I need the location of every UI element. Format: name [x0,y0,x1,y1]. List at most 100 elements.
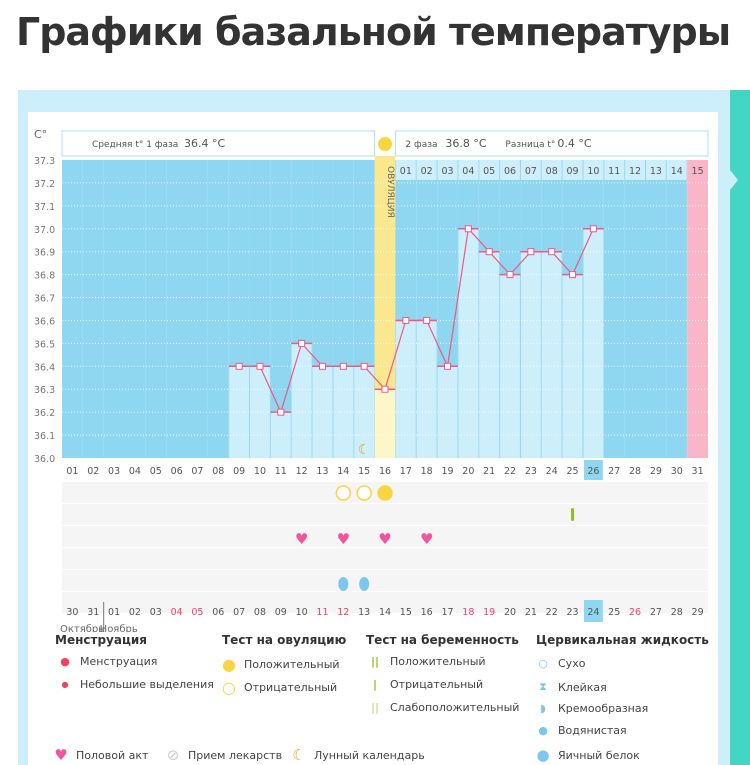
cycle-day: 29 [650,466,662,477]
calendar-date: 26 [629,607,641,618]
half-drop-icon: ◗ [540,702,546,715]
luteal-day: 03 [441,166,453,177]
luteal-day-cell [395,160,416,180]
luteal-day-cell [500,160,520,180]
cycle-day: 01 [66,466,78,477]
cycle-day: 19 [441,466,453,477]
day-column [207,160,229,458]
cycle-day: 26 [587,466,599,477]
legend-label: Лунный календарь [314,748,425,762]
luteal-day: 09 [567,166,579,177]
phase2-value: 36.8 °C [445,137,486,150]
day-column [166,160,188,458]
ovulation-bar [374,389,396,458]
temp-point [318,362,326,370]
cycle-day: 30 [671,466,683,477]
luteal-day-cell [479,160,500,180]
calendar-date: 28 [671,607,683,618]
luteal-day: 06 [504,166,516,177]
day-column [82,160,104,458]
legend-eggwhite: ● Яичный белок [536,746,639,764]
luteal-day: 05 [483,166,495,177]
one-line-icon: | [372,678,378,691]
day-column [645,160,667,458]
pill-icon: ⊘ [166,746,180,764]
legend-preg-negative: | Отрицательный [368,678,483,691]
luteal-day-cell [416,160,437,180]
luteal-day-cell [458,160,479,180]
phase1-box [61,130,376,157]
two-lines-icon: || [370,655,380,668]
day-column [145,160,167,458]
day-column [666,160,688,458]
cycle-day: 08 [212,466,224,477]
luteal-day: 14 [671,166,683,177]
temp-point [381,385,389,393]
legend-preg-positive: || Положительный [368,655,486,668]
y-tick: 36.6 [34,316,55,327]
legend-ovul-positive: ● Положительный [222,655,340,674]
marker-row [62,526,708,547]
current-day-highlight [583,460,603,480]
legend-menstruation: ● Менструация [58,655,157,668]
cycle-day: 18 [421,466,433,477]
marker-row [62,504,708,525]
y-tick: 36.3 [34,385,55,396]
calendar-date: 15 [400,607,412,618]
phase1-value: 36.4 °C [184,137,225,150]
cycle-day: 09 [233,466,245,477]
temp-bar [479,251,500,458]
luteal-day: 12 [629,166,641,177]
calendar-date: 18 [462,607,474,618]
temp-point [485,248,493,256]
cycle-day: 14 [337,466,349,477]
calendar-date: 10 [296,607,308,618]
temp-bar [500,274,520,458]
calendar-date: 30 [66,607,78,618]
calendar-date: 16 [421,607,433,618]
day-column [103,160,125,458]
luteal-day-cell [604,160,625,180]
cycle-day: 03 [108,466,120,477]
day-column [624,160,646,458]
temp-point [423,316,431,324]
day-column [687,160,708,458]
temp-bar [250,366,270,458]
cycle-day: 13 [316,466,328,477]
cycle-day: 31 [692,466,704,477]
phase1-label: Средняя t° 1 фаза [92,140,178,150]
y-tick: 36.5 [34,339,55,350]
chart-card: C° Средняя t° 1 фаза 36.4 °C 2 фаза 36.8 °C Р… [28,112,718,765]
temp-point [235,362,243,370]
legend-medication: ⊘ Прием лекарств [166,746,282,764]
legend-label: Кремообразная [558,702,649,715]
calendar-date: 23 [567,607,579,618]
moon-icon: ☾ [358,442,371,458]
calendar-date: 14 [379,607,391,618]
luteal-day: 13 [650,166,662,177]
y-tick: 36.9 [34,248,55,259]
luteal-day-cell [583,160,604,180]
luteal-day-cell [520,160,541,180]
marker-row [62,548,708,569]
y-unit: C° [34,128,47,141]
luteal-day: 11 [608,166,620,177]
y-tick: 37.0 [34,225,55,236]
calendar-date: 05 [191,607,203,618]
calendar-date: 20 [504,607,516,618]
calendar-date: 12 [337,607,349,618]
legend-ovul-negative: ○ Отрицательный [222,678,337,697]
cycle-day: 20 [462,466,474,477]
legend-cervical-title: Цервикальная жидкость [536,633,709,647]
moon-icon: ☾ [292,746,306,764]
temp-point [589,225,597,233]
today-highlight [583,600,603,622]
temp-bar [541,251,562,458]
luteal-day-cell [645,160,666,180]
side-toggle[interactable] [730,90,750,765]
calendar-date: 19 [483,607,495,618]
cycle-day: 02 [87,466,99,477]
legend-pregnancy-title: Тест на беременность [366,633,519,647]
egg-white-icon [338,577,349,591]
legend-ovulation-title: Тест на овуляцию [222,633,347,647]
